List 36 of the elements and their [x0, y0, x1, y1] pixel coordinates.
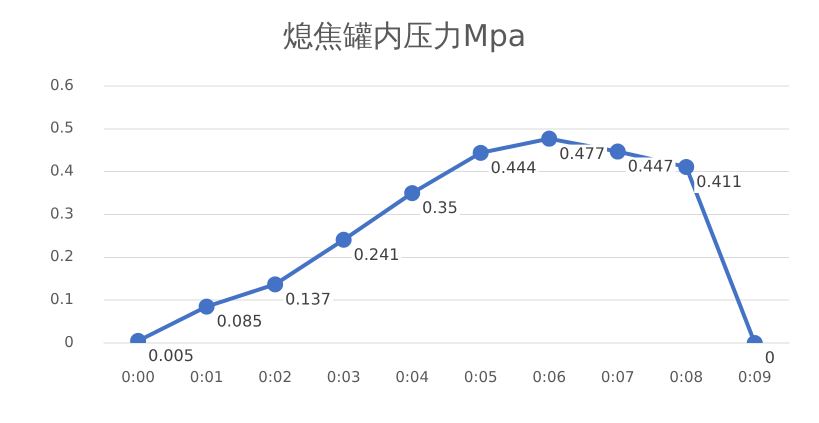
point	[472, 144, 489, 161]
data-label: 0.35	[422, 198, 458, 218]
point	[336, 232, 352, 248]
y-tick-label: 0.6	[50, 76, 74, 94]
x-tick-label: 0:08	[669, 368, 704, 386]
x-tick-label: 0:04	[395, 368, 430, 386]
point	[610, 144, 626, 160]
data-label: 0.411	[696, 172, 742, 192]
data-label: 0.005	[148, 346, 194, 366]
chart-title: 熄焦罐内压力Mpa	[282, 18, 526, 54]
x-tick-label: 0:01	[190, 368, 224, 386]
y-tick-label: 0.4	[50, 162, 74, 180]
y-tick-label: 0.1	[50, 290, 74, 308]
data-label: 0	[764, 348, 775, 368]
y-tick-label: 0.5	[50, 118, 74, 137]
point	[198, 298, 215, 315]
data-label: 0.085	[216, 312, 262, 331]
y-tick-label: 0.3	[50, 204, 74, 222]
x-tick-label: 0:00	[121, 368, 155, 386]
data-label: 0.447	[628, 156, 674, 176]
point	[678, 158, 694, 175]
y-tick-label: 0.2	[50, 247, 74, 266]
data-label: 0.444	[490, 158, 536, 177]
x-tick-label: 0:07	[600, 368, 635, 386]
data-label: 0.241	[354, 244, 400, 264]
x-tick-label: 0:06	[532, 368, 566, 386]
x-tick-label: 0:09	[738, 368, 772, 386]
x-tick-label: 0:02	[258, 368, 292, 386]
data-label: 0.477	[559, 144, 606, 163]
x-tick-label: 0:05	[464, 368, 498, 386]
y-tick-label: 0	[64, 332, 74, 351]
x-tick-label: 0:03	[326, 368, 360, 386]
point	[404, 185, 420, 202]
data-label: 0.137	[285, 289, 331, 308]
point	[267, 276, 284, 292]
point	[541, 130, 558, 147]
